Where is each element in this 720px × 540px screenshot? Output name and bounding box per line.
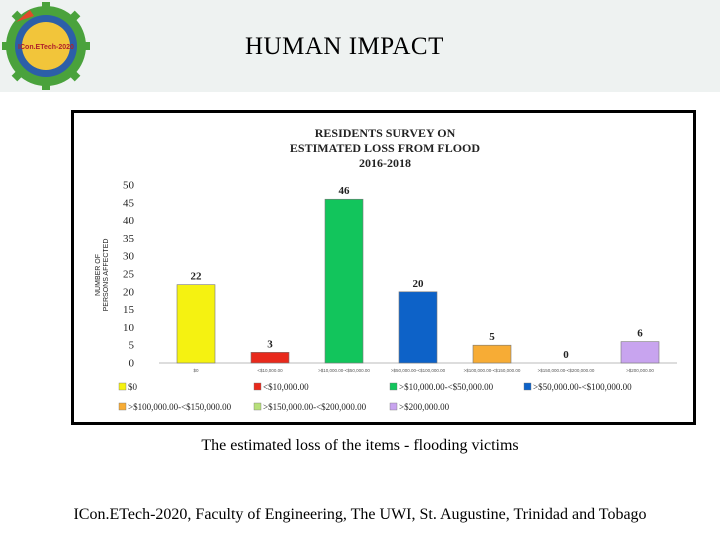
y-tick-label: 0 bbox=[129, 358, 135, 370]
y-tick-label: 10 bbox=[123, 322, 135, 334]
chart-frame: RESIDENTS SURVEY ON ESTIMATED LOSS FROM F… bbox=[71, 110, 696, 425]
y-axis-label-line: PERSONS AFFECTED bbox=[103, 239, 110, 312]
legend-entry: >$10,000.00-<$50,000.00 bbox=[399, 382, 494, 392]
conference-logo: ICon.ETech-2020 bbox=[2, 2, 90, 90]
y-tick-label: 25 bbox=[123, 269, 135, 281]
x-tick-label: >$10,000.00-<$50,000.00 bbox=[318, 368, 370, 373]
legend-swatch bbox=[253, 382, 262, 391]
legend-entry: <$10,000.00 bbox=[263, 382, 309, 392]
bar-2 bbox=[250, 352, 290, 364]
y-tick-label: 45 bbox=[123, 197, 135, 209]
y-tick-label: 15 bbox=[123, 304, 135, 316]
logo-accent-icon bbox=[16, 10, 34, 22]
legend-entry: >$200,000.00 bbox=[399, 402, 450, 412]
x-tick-label: >$100,000.00-<$150,000.00 bbox=[464, 368, 521, 373]
bar-data-label: 22 bbox=[191, 271, 203, 283]
legend-swatch bbox=[389, 382, 398, 391]
legend-entry: >$100,000.00-<$150,000.00 bbox=[128, 402, 232, 412]
x-tick-label: $0 bbox=[193, 368, 199, 373]
logo-center bbox=[22, 22, 70, 70]
bar-data-label: 0 bbox=[563, 349, 569, 361]
header-band bbox=[0, 0, 720, 92]
legend-swatch bbox=[118, 402, 127, 411]
logo-text: ICon.ETech-2020 bbox=[18, 44, 74, 51]
bar-data-label: 6 bbox=[637, 328, 643, 340]
legend-entry: $0 bbox=[128, 382, 138, 392]
y-tick-label: 5 bbox=[129, 340, 135, 352]
y-tick-label: 35 bbox=[123, 233, 135, 245]
legend-swatch bbox=[389, 402, 398, 411]
page-title: HUMAN IMPACT bbox=[245, 33, 444, 60]
legend-entry: >$50,000.00-<$100,000.00 bbox=[533, 382, 632, 392]
bar-data-label: 20 bbox=[413, 278, 425, 290]
legend-swatch bbox=[253, 402, 262, 411]
bar-4 bbox=[398, 291, 438, 364]
bar-7 bbox=[620, 341, 660, 364]
y-tick-label: 20 bbox=[123, 286, 135, 298]
chart-title-line: RESIDENTS SURVEY ON bbox=[315, 126, 456, 140]
y-tick-label: 50 bbox=[123, 180, 135, 192]
chart-title-line: 2016-2018 bbox=[359, 156, 411, 170]
legend-swatch bbox=[523, 382, 532, 391]
chart-caption: The estimated loss of the items - floodi… bbox=[201, 437, 519, 454]
x-tick-label: <$10,000.00 bbox=[257, 368, 283, 373]
y-tick-label: 40 bbox=[123, 215, 135, 227]
bar-data-label: 3 bbox=[267, 338, 273, 350]
bar-5 bbox=[472, 344, 512, 364]
x-tick-label: >$200,000.00 bbox=[626, 368, 654, 373]
bar-3 bbox=[324, 198, 364, 364]
chart-title-line: ESTIMATED LOSS FROM FLOOD bbox=[290, 141, 480, 155]
bar-1 bbox=[176, 284, 216, 364]
legend-entry: >$150,000.00-<$200,000.00 bbox=[263, 402, 367, 412]
bar-data-label: 5 bbox=[489, 331, 495, 343]
footer-text: ICon.ETech-2020, Faculty of Engineering,… bbox=[73, 506, 647, 523]
x-tick-label: >$50,000.00-<$100,000.00 bbox=[391, 368, 446, 373]
y-axis-label-line: NUMBER OF bbox=[95, 254, 102, 296]
bar-data-label: 46 bbox=[339, 185, 351, 197]
legend-swatch bbox=[118, 382, 127, 391]
x-tick-label: >$150,000.00-<$200,000.00 bbox=[538, 368, 595, 373]
y-tick-label: 30 bbox=[123, 251, 135, 263]
